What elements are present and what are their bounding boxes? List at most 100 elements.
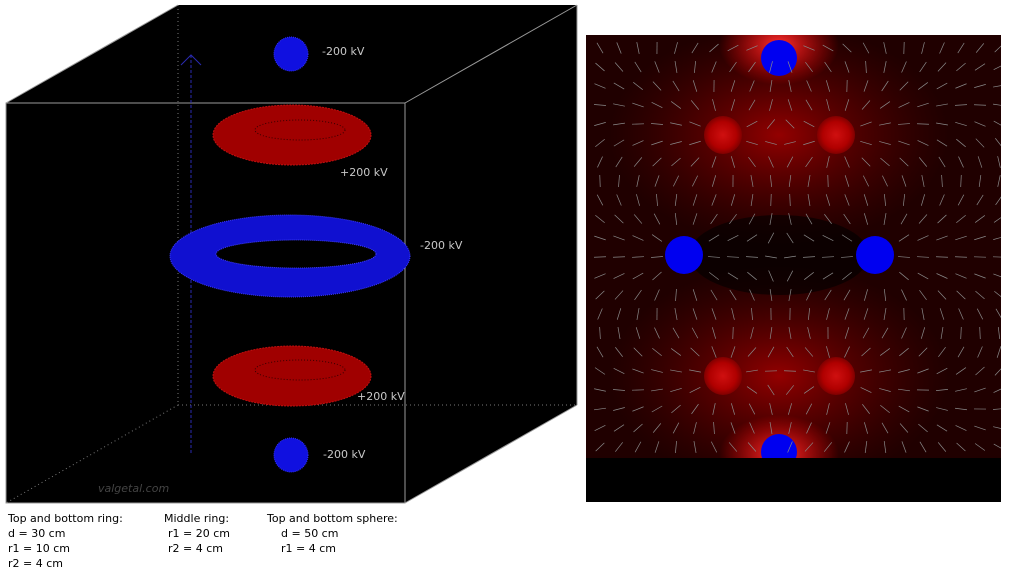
field-arrow xyxy=(746,369,758,373)
field-arrow xyxy=(808,307,810,321)
field-arrow xyxy=(845,403,849,415)
field-arrow xyxy=(618,174,620,188)
field-arrow xyxy=(842,43,852,53)
field-arrow xyxy=(936,103,948,107)
field-arrow xyxy=(750,194,754,206)
field-arrow xyxy=(880,404,890,414)
field-arrow xyxy=(615,156,623,168)
field-arrow xyxy=(710,213,718,225)
field-arrow xyxy=(594,407,606,411)
field-arrow xyxy=(995,138,1001,147)
field-arrow xyxy=(921,308,925,320)
field-arrow xyxy=(711,327,717,339)
field-arrow xyxy=(997,175,1001,187)
field-arrow xyxy=(769,61,773,73)
top-ring xyxy=(212,104,372,166)
field-arrow xyxy=(825,422,831,434)
field-arrow xyxy=(674,194,678,206)
field-arrow xyxy=(840,256,854,258)
field-arrow xyxy=(994,290,1001,298)
field-arrow xyxy=(730,99,736,111)
field-arrow xyxy=(690,157,700,167)
caption-line: r1 = 10 cm xyxy=(8,542,70,555)
bottom-ring-hole xyxy=(254,359,346,381)
field-arrow xyxy=(788,422,792,434)
field-arrow xyxy=(711,308,717,320)
field-arrow xyxy=(919,289,927,301)
field-arrow xyxy=(881,80,889,92)
field-arrow xyxy=(729,61,737,73)
field-arrow xyxy=(916,256,930,258)
field-arrow xyxy=(745,256,759,258)
field-arrow xyxy=(617,327,621,339)
field-arrow xyxy=(789,193,791,207)
field-arrow xyxy=(769,327,773,339)
field-arrow xyxy=(939,194,945,206)
field-arrow xyxy=(803,369,815,373)
field-arrow xyxy=(975,138,985,148)
field-arrow xyxy=(993,237,1001,240)
field-arrow xyxy=(671,157,681,167)
field-arrow xyxy=(957,346,965,358)
field-arrow xyxy=(938,156,946,168)
field-arrow xyxy=(731,156,735,168)
middle-ring-hole xyxy=(215,239,377,269)
field-arrow xyxy=(844,99,850,111)
field-arrow xyxy=(595,62,605,72)
field-arrow xyxy=(632,406,644,412)
field-arrow xyxy=(807,175,811,187)
bottom-ring xyxy=(212,345,372,407)
field-arrow xyxy=(636,308,640,320)
field-arrow xyxy=(973,104,987,106)
field-arrow xyxy=(746,45,758,51)
field-arrow xyxy=(650,256,664,258)
field-arrow xyxy=(897,256,911,258)
field-arrow xyxy=(748,403,756,415)
field-arrow xyxy=(672,327,680,339)
field-arrow xyxy=(824,61,832,73)
field-arrow xyxy=(804,272,814,280)
field-arrow xyxy=(860,121,872,127)
field-arrow xyxy=(844,61,850,73)
field-arrow xyxy=(634,289,642,301)
field-arrow xyxy=(805,403,813,415)
field-arrow xyxy=(654,441,660,453)
field-arrow xyxy=(844,194,850,206)
caption-title: Top and bottom ring: xyxy=(7,512,123,525)
field-arrow xyxy=(749,80,755,92)
field-arrow xyxy=(751,307,753,321)
field-arrow xyxy=(654,289,660,301)
field-arrow xyxy=(690,347,700,357)
field-arrow xyxy=(692,289,698,301)
watermark: valgetal.com xyxy=(98,482,169,495)
field-arrow xyxy=(939,42,945,54)
field-arrow xyxy=(632,235,644,241)
field-arrow xyxy=(975,366,985,376)
field-arrow xyxy=(918,214,928,224)
sphere-section xyxy=(761,40,797,76)
field-arrow xyxy=(826,156,830,168)
field-arrow xyxy=(805,156,813,168)
field-arrow xyxy=(636,42,640,54)
field-arrow xyxy=(919,441,927,453)
field-arrow xyxy=(653,213,661,225)
field-arrow xyxy=(690,100,700,110)
field-arrow xyxy=(844,308,850,320)
field-arrow xyxy=(616,42,622,54)
field-arrow xyxy=(825,194,831,206)
field-arrow xyxy=(974,443,986,451)
field-arrow xyxy=(899,347,909,357)
field-arrow xyxy=(956,442,966,452)
field-arrow xyxy=(918,423,928,433)
ring-section xyxy=(817,116,855,154)
field-arrow xyxy=(613,424,625,432)
field-arrow xyxy=(936,235,948,241)
top-sphere xyxy=(273,36,309,72)
field-arrow xyxy=(709,272,719,280)
field-arrow xyxy=(693,441,697,453)
field-arrow xyxy=(615,442,623,452)
field-arrow xyxy=(634,441,642,453)
field-arrow xyxy=(979,326,981,340)
field-arrow xyxy=(750,327,754,339)
field-arrow xyxy=(769,289,773,301)
